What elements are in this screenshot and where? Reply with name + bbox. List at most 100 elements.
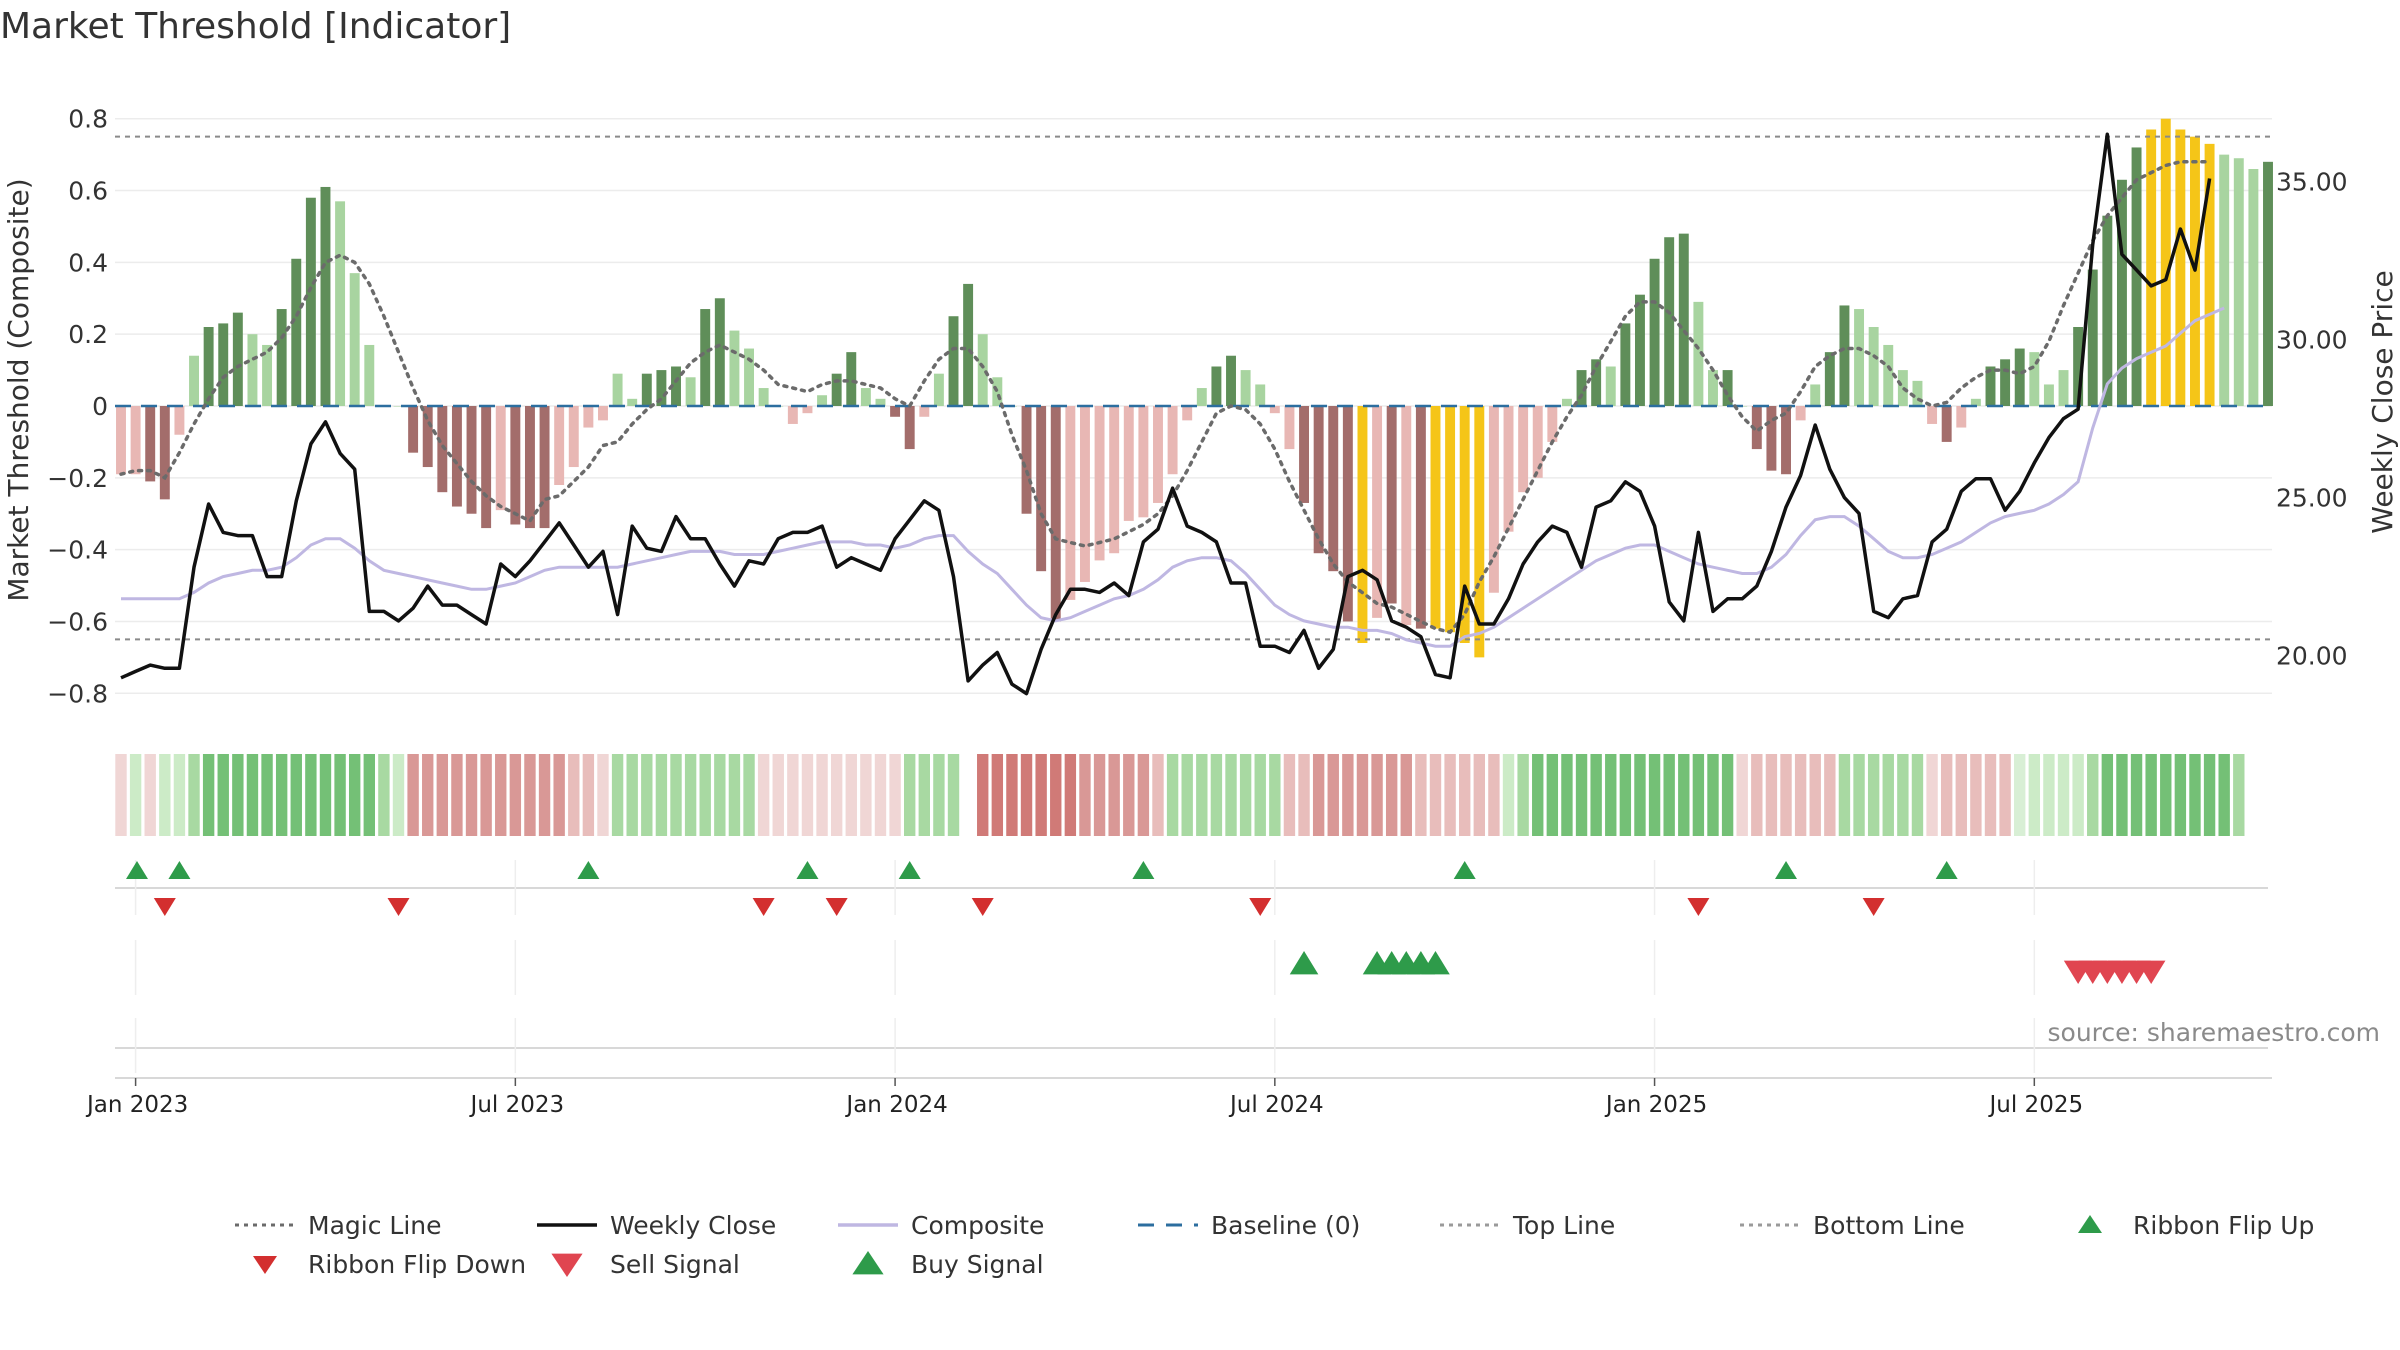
ribbon-cell	[1298, 754, 1310, 836]
composite-bar	[904, 406, 915, 450]
legend-label: Bottom Line	[1813, 1211, 1965, 1240]
ribbon-cell	[860, 754, 872, 836]
ribbon-cell	[173, 754, 186, 836]
composite-bar	[1810, 384, 1821, 406]
signals-panel	[115, 860, 2268, 1073]
ribbon-cell	[1882, 754, 1894, 836]
ribbon-cell	[2028, 754, 2041, 836]
composite-bar	[1153, 406, 1163, 503]
composite-bar	[203, 327, 214, 406]
ribbon-cell	[699, 754, 711, 836]
ribbon-cell	[772, 754, 784, 836]
ribbon-cell	[1108, 754, 1120, 836]
composite-bar	[524, 406, 535, 529]
composite-bar	[159, 406, 170, 500]
ribbon-cell	[159, 754, 171, 836]
ribbon-cell	[1897, 754, 1909, 836]
ribbon-cell	[1166, 754, 1179, 836]
composite-bar	[1635, 294, 1645, 406]
composite-bar	[305, 197, 316, 406]
ribbon-cell	[2189, 754, 2201, 836]
ribbon-cell	[1590, 754, 1602, 836]
composite-bar	[583, 406, 594, 428]
ribbon-flip-up-marker	[1132, 861, 1155, 879]
composite-bar	[291, 258, 302, 406]
ribbon-cell	[1751, 754, 1763, 836]
ribbon-cell	[1342, 754, 1354, 836]
composite-bar	[860, 388, 871, 406]
ribbon-cell	[1254, 754, 1266, 836]
ribbon-cell	[757, 754, 770, 836]
composite-bar	[1868, 327, 1879, 406]
ribbon-cell	[451, 754, 463, 836]
composite-bar	[218, 323, 229, 406]
composite-bar	[2263, 161, 2273, 406]
composite-bar	[1196, 388, 1207, 406]
composite-bar	[1561, 398, 1572, 406]
ribbon-cell	[509, 754, 522, 836]
composite-bar	[1664, 237, 1675, 406]
ribbon-cell	[1546, 754, 1559, 836]
legend-swatch	[253, 1256, 277, 1274]
composite-bar	[1459, 406, 1470, 643]
composite-bar	[656, 370, 667, 406]
ribbon-cell	[334, 754, 346, 836]
composite-bar	[1445, 406, 1456, 633]
composite-bar	[2146, 129, 2157, 406]
composite-bar	[1211, 366, 1222, 406]
composite-bar	[1518, 406, 1529, 493]
left-tick-label: 0.8	[68, 105, 108, 134]
ribbon-cell	[670, 754, 682, 836]
composite-bar	[2014, 348, 2025, 406]
magic-line	[119, 160, 2212, 635]
ribbon-strip	[115, 754, 2245, 836]
composite-bar	[1503, 406, 1514, 532]
legend-label: Ribbon Flip Up	[2133, 1211, 2314, 1240]
composite-bar	[846, 352, 857, 406]
composite-bar	[1576, 370, 1587, 406]
legend-item: Ribbon Flip Up	[2078, 1211, 2314, 1240]
ribbon-cell	[1824, 754, 1836, 836]
ribbon-cell	[728, 754, 741, 836]
ribbon-cell	[290, 754, 302, 836]
ribbon-cell	[1093, 754, 1106, 836]
composite-bar	[1240, 370, 1251, 406]
ribbon-cell	[1911, 754, 1924, 836]
composite-bar	[1313, 406, 1324, 554]
legend-item: Bottom Line	[1740, 1211, 1965, 1240]
composite-bar	[1956, 406, 1967, 428]
ribbon-cell	[553, 754, 565, 836]
ribbon-flip-up-marker	[1775, 861, 1798, 879]
ribbon-cell	[2130, 754, 2143, 836]
composite-bar	[481, 406, 492, 529]
composite-bar	[933, 373, 944, 406]
ribbon-cell	[816, 754, 828, 836]
x-tick-label: Jan 2024	[844, 1092, 947, 1118]
composite-bar	[1795, 406, 1806, 421]
composite-bar	[1094, 406, 1105, 561]
ribbon-cell	[2218, 754, 2230, 836]
ribbon-cell	[1619, 754, 1632, 836]
composite-bar	[408, 406, 419, 453]
ribbon-cell	[918, 754, 930, 836]
ribbon-cell	[1765, 754, 1778, 836]
composite-bar	[1123, 406, 1134, 521]
ribbon-flip-up-marker	[796, 861, 819, 879]
ribbon-cell	[626, 754, 638, 836]
composite-bar	[2248, 169, 2259, 406]
legend-swatch	[2078, 1215, 2102, 1233]
ribbon-cell	[947, 754, 960, 836]
x-tick-label: Jul 2025	[1988, 1092, 2084, 1118]
legend-swatch	[852, 1251, 884, 1275]
composite-bar	[627, 398, 638, 406]
ribbon-cell	[2043, 754, 2055, 836]
ribbon-cell	[524, 754, 536, 836]
ribbon-cell	[2203, 754, 2216, 836]
ribbon-cell	[1794, 754, 1807, 836]
ribbon-cell	[787, 754, 799, 836]
right-axis-label: Weekly Close Price	[2366, 270, 2399, 533]
ribbon-cell	[655, 754, 668, 836]
composite-bar	[729, 330, 740, 406]
composite-bar	[875, 398, 886, 406]
composite-bar	[437, 406, 448, 493]
